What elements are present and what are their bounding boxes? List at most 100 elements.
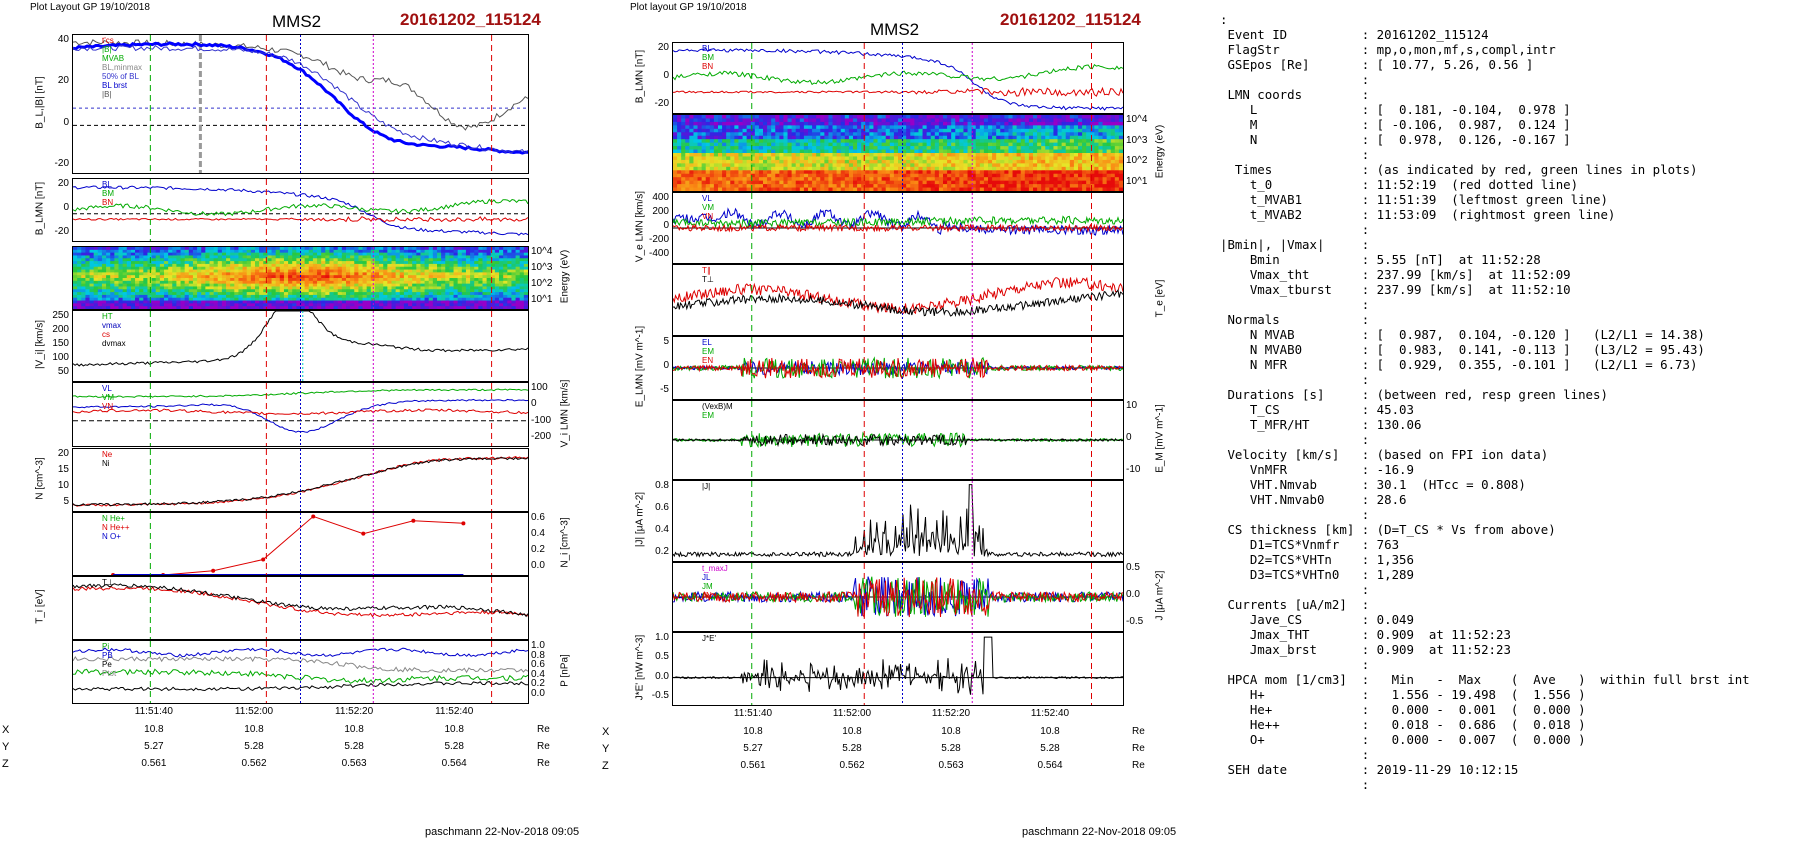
y-tick-label: 20 (57, 178, 69, 189)
ephemeris-value: 0.562 (241, 758, 267, 769)
legend-entry: BL (102, 180, 112, 189)
ephemeris-unit: Re (1132, 743, 1145, 754)
y-tick-label-right: 0.4 (531, 528, 545, 539)
y-tick-label: 5 (663, 336, 669, 347)
info-line: VnMFR : -16.9 (1220, 462, 1414, 477)
legend-entry: N O+ (102, 532, 121, 541)
info-line: H+ : 1.556 - 19.498 ( 1.556 ) (1220, 687, 1586, 702)
left-panel-1-ylabel: B_L,|B| [nT] (34, 76, 46, 129)
left-panel-4 (72, 310, 529, 382)
spectrogram (73, 247, 528, 309)
legend-entry: T∥ (702, 266, 711, 275)
y-tick-label-right: 10^1 (1126, 176, 1148, 187)
y-tick-label: 0.6 (655, 502, 669, 513)
info-line: : (1220, 372, 1370, 387)
right-panel-2-plot (673, 115, 1123, 191)
VeL-line (673, 207, 1123, 236)
legend-entry: JL (702, 573, 711, 582)
y-tick-label: 150 (52, 338, 69, 349)
y-tick-label: 0 (663, 220, 669, 231)
y-tick-label-right: -100 (531, 414, 552, 426)
info-line: : (1220, 507, 1370, 522)
info-line: Velocity [km/s] : (based on FPI ion data… (1220, 447, 1549, 462)
right-panel-1-plot (673, 43, 1123, 113)
info-line: Event ID : 20161202_115124 (1220, 27, 1489, 42)
right-panel-7-plot (673, 481, 1123, 561)
He-plus-plus-line (113, 515, 464, 575)
y-tick-label: 50 (57, 366, 69, 377)
BN-line (673, 86, 1123, 97)
legend-entry: |B| (102, 45, 112, 54)
BL-line (73, 185, 528, 236)
y-tick-label-right: 10^1 (531, 294, 553, 305)
Ni-line (73, 456, 528, 507)
y-tick-label: 100 (52, 352, 69, 363)
ephemeris-value: 10.8 (842, 726, 862, 737)
info-line: L : [ 0.181, -0.104, 0.978 ] (1220, 102, 1571, 117)
y-tick-label: 0.0 (655, 670, 669, 682)
VeM-line (673, 215, 1123, 230)
EM-line (673, 431, 1123, 449)
right-panel-9-legend: J*E' (702, 634, 716, 643)
J-magnitude-line (673, 484, 1123, 558)
left-panel-4-plot (73, 311, 528, 381)
y-tick-label: -20 (654, 98, 669, 109)
info-line: D3=TCS*VHTn0 : 1,289 (1220, 567, 1414, 582)
ephemeris-value: 0.564 (441, 758, 467, 769)
left-panel-3 (72, 246, 529, 310)
info-line: O+ : 0.000 - 0.007 ( 0.000 ) (1220, 732, 1586, 747)
y-tick-label-right: 0.4 (531, 668, 545, 680)
ephemeris-value: 10.8 (244, 724, 264, 735)
y-tick-label: 5 (63, 496, 69, 507)
data-point (461, 521, 466, 526)
Pe-line (73, 681, 528, 692)
y-tick-label: 250 (52, 310, 69, 321)
x-tick-label: 11:51:40 (134, 706, 173, 717)
ephemeris-value: 0.561 (740, 760, 766, 771)
right-plot-header: Plot layout GP 19/10/2018 (630, 2, 747, 13)
legend-entry: J*E' (702, 634, 716, 643)
EN-line (673, 357, 1123, 379)
left-panel-7 (72, 512, 529, 576)
ephemeris-label-z: Z (602, 760, 609, 772)
legend-entry: t'cs (102, 36, 114, 45)
right-panel-4-plot (673, 265, 1123, 335)
right-panel-8-ylabel-right: J [μA m^-2] (1154, 570, 1166, 621)
BL-brst-line (73, 44, 528, 154)
y-tick-label-right: 0.2 (531, 544, 545, 555)
left-footer: paschmann 22-Nov-2018 09:05 (425, 826, 580, 838)
y-tick-label-right: 0.8 (531, 649, 545, 661)
info-line: Durations [s] : (between red, resp green… (1220, 387, 1608, 402)
left-panel-2-plot (73, 179, 528, 241)
left-panel-8-legend: T⊥ (102, 578, 114, 587)
info-line: : (1220, 582, 1370, 597)
legend-entry: Pe (102, 660, 112, 669)
ephemeris-value: 10.8 (344, 724, 364, 735)
y-tick-label: 0.2 (655, 546, 669, 557)
left-panel-6-ylabel: N [cm^-3] (34, 457, 46, 500)
info-line: VHT.Nmvab0 : 28.6 (1220, 492, 1407, 507)
legend-entry: t_maxJ (702, 564, 728, 573)
right-panel-8-plot (673, 563, 1123, 631)
data-point (361, 531, 366, 536)
ephemeris-unit: Re (1132, 726, 1145, 737)
info-line: : (1220, 432, 1370, 447)
info-line: CS thickness [km] : (D=T_CS * Vs from ab… (1220, 522, 1556, 537)
info-line: Jave_CS : 0.049 (1220, 612, 1414, 627)
info-line: Vmax_tht : 237.99 [km/s] at 11:52:09 (1220, 267, 1571, 282)
spectrogram (673, 115, 1123, 191)
left-panel-5-plot (73, 383, 528, 446)
info-line: : (1220, 657, 1370, 672)
y-tick-label-right: 1.0 (531, 640, 545, 651)
PB-line (73, 647, 528, 658)
info-line: Vmax_tburst : 237.99 [km/s] at 11:52:10 (1220, 282, 1571, 297)
y-tick-label: 200 (52, 324, 69, 335)
y-tick-label-right: 0.2 (531, 678, 545, 690)
info-line: SEH date : 2019-11-29 10:12:15 (1220, 762, 1519, 777)
info-line: Currents [uA/m2] : (1220, 597, 1370, 612)
info-line: GSEpos [Re] : [ 10.77, 5.26, 0.56 ] (1220, 57, 1534, 72)
ephemeris-value: 10.8 (444, 724, 464, 735)
legend-entry: BM (102, 189, 114, 198)
right-panel-8-legend: t_maxJ JL JM JN (702, 564, 728, 600)
legend-entry: BN (102, 198, 114, 207)
